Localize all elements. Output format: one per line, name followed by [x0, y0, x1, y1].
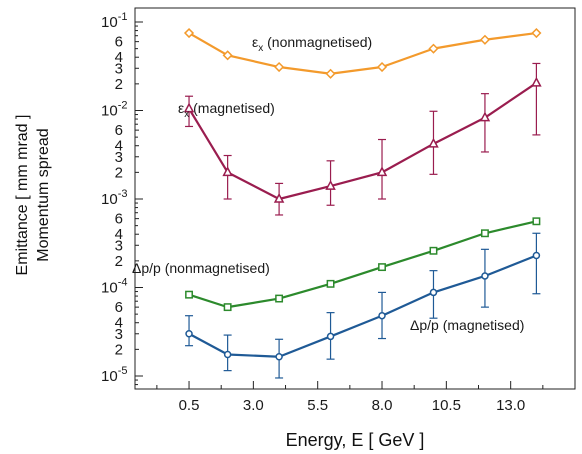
annotation-eps-nonmag: εx (nonmagnetised) — [252, 34, 372, 54]
y-minor-tick-label: 4 — [115, 49, 123, 66]
y-minor-tick-label: 2 — [115, 253, 123, 270]
y-minor-tick-label: 6 — [115, 122, 123, 139]
data-point — [222, 50, 233, 61]
series-line — [188, 254, 537, 358]
data-point — [429, 288, 438, 297]
series-layer — [183, 27, 542, 379]
y-minor-tick-label: 4 — [115, 138, 123, 155]
y-minor-tick-label: 6 — [115, 211, 123, 228]
x-axis-label: Energy, E [ GeV ] — [286, 430, 425, 450]
data-point — [428, 43, 439, 54]
y-tick-label: 10-3 — [101, 188, 127, 208]
y-minor-tick-label: 2 — [115, 341, 123, 358]
data-point — [378, 263, 386, 272]
y-axis-label-line2: Momentum spread — [35, 128, 52, 261]
y-minor-tick-label: 3 — [115, 149, 123, 166]
data-point — [223, 350, 232, 359]
data-point — [326, 332, 335, 341]
annotation-eps-mag: εx (magnetised) — [178, 100, 275, 120]
data-point — [325, 179, 336, 190]
y-minor-tick-label: 3 — [115, 326, 123, 343]
data-point — [183, 102, 195, 113]
y-tick-label: 10-1 — [101, 11, 127, 31]
data-point — [222, 166, 233, 177]
y-minor-tick-label: 4 — [115, 315, 123, 332]
x-tick-label: 3.0 — [243, 397, 264, 414]
y-axis-label-line1: Emittance [ mm mrad ] — [14, 115, 31, 276]
data-point — [376, 166, 388, 177]
y-minor-tick-label: 4 — [115, 226, 123, 243]
series-line — [188, 220, 537, 309]
data-point — [479, 34, 491, 45]
data-point — [275, 353, 283, 361]
data-point — [531, 27, 542, 39]
y-minor-tick-label: 6 — [115, 34, 123, 51]
annotation-dpp-mag: Δp/p (magnetised) — [410, 317, 524, 333]
series-3 — [185, 232, 541, 379]
data-point — [428, 137, 439, 148]
annotation-eps-nonmag-sub: x — [258, 43, 263, 54]
data-point — [376, 61, 388, 73]
data-point — [183, 27, 195, 39]
data-point — [275, 294, 284, 303]
series-line — [188, 81, 538, 201]
series-0 — [183, 27, 542, 79]
series-2 — [185, 217, 541, 312]
x-tick-label: 0.5 — [179, 397, 200, 414]
x-tick-label: 13.0 — [496, 397, 525, 414]
y-minor-tick-label: 6 — [115, 299, 123, 316]
x-tick-label: 10.5 — [432, 397, 461, 414]
data-point — [532, 217, 541, 226]
data-point — [185, 290, 193, 299]
annotation-eps-mag-sub: x — [184, 109, 189, 120]
data-point — [429, 246, 438, 255]
data-point — [480, 229, 489, 238]
series-line — [188, 31, 537, 75]
data-point — [532, 251, 541, 260]
x-axis-ticks: 0.5 3.0 5.5 8.0 10.5 13.0 — [156, 381, 544, 414]
y-tick-label: 10-5 — [101, 365, 127, 385]
x-tick-label: 8.0 — [372, 397, 393, 414]
series-1 — [183, 62, 542, 216]
y-minor-tick-label: 2 — [115, 164, 123, 181]
y-tick-label: 10-2 — [101, 100, 127, 120]
data-point — [531, 76, 542, 87]
data-point — [479, 111, 491, 122]
y-minor-tick-label: 3 — [115, 237, 123, 254]
data-point — [223, 303, 232, 312]
annotation-dpp-nonmag: Δp/p (nonmagnetised) — [132, 260, 270, 276]
y-minor-tick-label: 2 — [115, 76, 123, 93]
data-point — [273, 192, 285, 203]
data-point — [325, 68, 336, 79]
data-point — [326, 279, 335, 288]
y-tick-label: 10-4 — [101, 277, 127, 297]
data-point — [481, 272, 489, 280]
data-point — [185, 330, 193, 338]
y-minor-tick-label: 3 — [115, 60, 123, 77]
x-tick-label: 5.5 — [307, 397, 328, 414]
data-point — [274, 61, 285, 73]
data-point — [378, 311, 386, 320]
